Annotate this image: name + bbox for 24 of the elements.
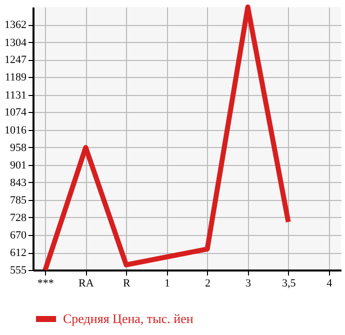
y-tick-label: 785 <box>10 194 27 207</box>
y-tick-label: 555 <box>10 264 27 276</box>
y-tick-label: 728 <box>10 212 27 224</box>
x-tick-label: 4 <box>326 278 333 290</box>
legend-label: Средняя Цена, тыс. йен <box>63 311 194 326</box>
x-tick-label: RA <box>78 278 94 290</box>
y-tick-label: 670 <box>10 230 27 242</box>
y-tick-label: 1074 <box>4 106 27 119</box>
y-tick-label: 958 <box>10 142 27 154</box>
y-tick-label: 1131 <box>4 89 26 102</box>
y-tick-label: 843 <box>10 176 27 189</box>
y-tick-label: 1247 <box>4 54 27 66</box>
x-tick-label: 1 <box>164 278 170 290</box>
y-tick-label: 1189 <box>4 72 27 84</box>
x-tick-label: *** <box>37 278 54 290</box>
x-tick-label: 3,5 <box>282 278 296 290</box>
y-tick-label: 901 <box>10 159 26 172</box>
x-tick-label: 3 <box>246 278 252 290</box>
y-tick-label: 1016 <box>4 124 27 136</box>
y-tick-label: 1362 <box>4 19 26 32</box>
y-tick-label: 612 <box>10 247 26 260</box>
y-tick-label: 1304 <box>4 36 27 49</box>
x-tick-label: 2 <box>205 278 211 290</box>
x-tick-label: R <box>123 278 132 290</box>
